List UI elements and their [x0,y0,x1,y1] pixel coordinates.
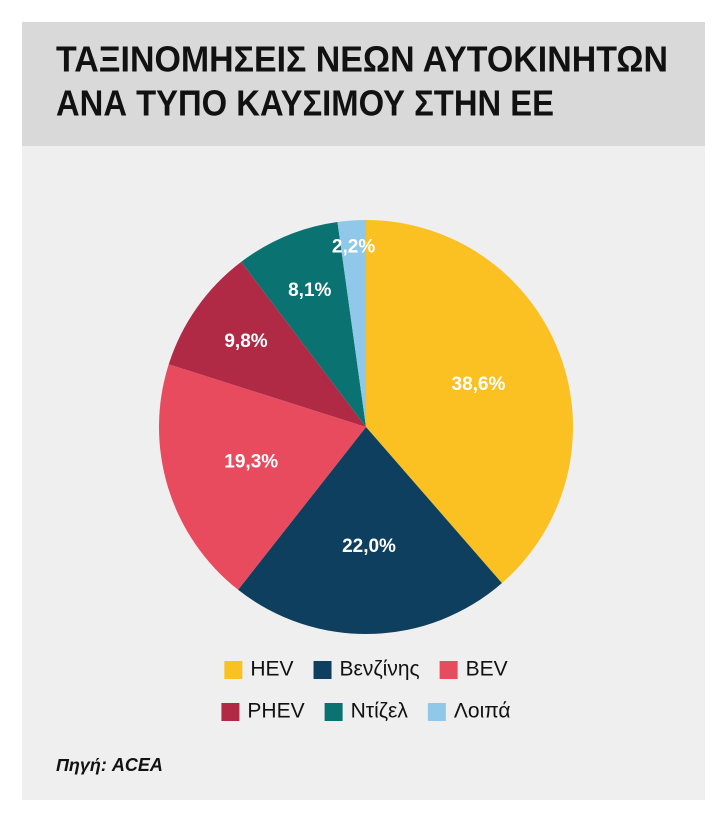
pie-slice [238,427,502,634]
legend-label: Λοιπά [454,700,511,723]
value-label: 8,1% [288,280,331,301]
value-label: 9,8% [224,331,267,352]
legend-swatch [324,703,343,721]
legend-label: Βενζίνης [340,658,420,681]
pie-slice [158,364,366,590]
legend-swatch [224,661,243,679]
title-band [22,22,705,146]
source: Πηγή: ACEA [56,755,163,775]
legend-label: BEV [466,658,508,681]
value-label: 22,0% [342,536,396,557]
pie-slice [168,261,366,427]
legend-label: PHEV [247,700,304,723]
legend-swatch [313,661,332,679]
chart-title: ΑΝΑ ΤΥΠΟ ΚΑΥΣΙΜΟΥ ΣΤΗΝ ΕΕ [56,83,554,124]
pie-slice [241,221,366,427]
legend-label: Ντίζελ [351,700,409,723]
legend-label: HEV [250,658,293,681]
value-label: 38,6% [452,374,506,395]
value-label: 2,2% [332,236,375,257]
value-label: 19,3% [224,451,278,472]
legend-swatch [221,703,240,721]
legend-swatch [427,703,446,721]
pie-slice [366,220,574,584]
chart-title: ΤΑΞΙΝΟΜΗΣΕΙΣ ΝΕΩΝ ΑΥΤΟΚΙΝΗΤΩΝ [56,39,668,80]
pie-slice [337,220,366,427]
legend-swatch [439,661,458,679]
